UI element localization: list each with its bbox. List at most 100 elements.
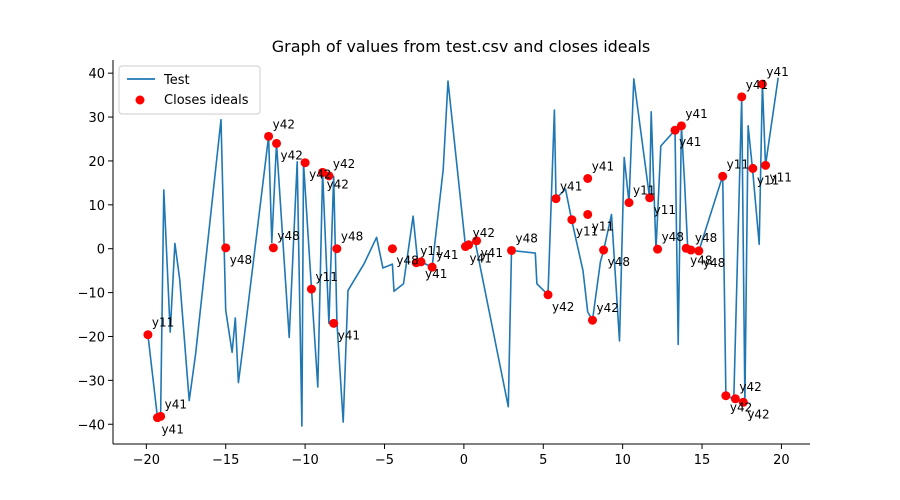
closes-ideal-point (264, 131, 274, 141)
closes-ideals-labels: y11y41y41y48y42y42y48y42y11y42y42y41y48y… (152, 65, 792, 437)
closes-ideal-label: y41 (161, 423, 183, 437)
closes-ideal-point (748, 163, 758, 173)
closes-ideal-point (156, 411, 166, 421)
closes-ideal-point (329, 318, 339, 328)
y-tick-label: 0 (97, 243, 105, 258)
closes-ideal-point (583, 173, 593, 183)
chart-title: Graph of values from test.csv and closes… (272, 37, 650, 56)
closes-ideal-label: y48 (695, 231, 717, 245)
closes-ideal-point (567, 215, 577, 225)
closes-ideal-point (718, 171, 728, 181)
closes-ideal-label: y11 (420, 244, 442, 258)
closes-ideal-point (737, 92, 747, 102)
y-tick-label: 10 (88, 199, 105, 214)
closes-ideal-point (416, 257, 426, 267)
closes-ideal-label: y48 (703, 256, 725, 270)
closes-ideal-label: y41 (560, 180, 582, 194)
closes-ideal-point (507, 245, 517, 255)
y-tick-label: 40 (88, 67, 105, 82)
closes-ideal-point (670, 125, 680, 135)
closes-ideal-label: y42 (747, 407, 769, 421)
closes-ideal-label: y48 (608, 255, 630, 269)
closes-ideal-label: y42 (327, 177, 349, 191)
closes-ideal-label: y42 (281, 148, 303, 162)
closes-ideal-point (676, 121, 686, 131)
closes-ideal-label: y48 (277, 229, 299, 243)
closes-ideal-point (583, 209, 593, 219)
y-ticks: −40 −30 −20 −10 0 10 20 30 40 (78, 67, 113, 433)
closes-ideal-label: y48 (396, 254, 418, 268)
closes-ideal-point (306, 284, 316, 294)
closes-ideal-label: y48 (230, 253, 252, 267)
closes-ideal-label: y48 (690, 253, 712, 267)
closes-ideal-point (427, 262, 437, 272)
closes-ideal-label: y48 (662, 230, 684, 244)
y-tick-label: −10 (78, 287, 105, 302)
closes-ideal-label: y41 (469, 252, 491, 266)
legend-box (118, 65, 261, 115)
closes-ideal-point (300, 158, 310, 168)
y-tick-label: −20 (78, 330, 105, 345)
y-tick-label: −30 (78, 374, 105, 389)
x-tick-label: 15 (694, 453, 711, 468)
closes-ideals-points (143, 79, 771, 423)
closes-ideal-label: y42 (596, 301, 618, 315)
closes-ideal-label: y41 (766, 65, 788, 79)
closes-ideal-label: y42 (730, 401, 752, 415)
y-tick-label: 20 (88, 155, 105, 170)
closes-ideal-point (730, 394, 740, 404)
closes-ideal-label: y48 (516, 231, 538, 245)
closes-ideal-label: y42 (309, 168, 331, 182)
closes-ideal-label: y11 (770, 170, 792, 184)
closes-ideal-label: y41 (746, 78, 768, 92)
closes-ideal-point (272, 138, 282, 148)
legend-label-test: Test (163, 73, 190, 88)
closes-ideal-label: y42 (273, 117, 295, 131)
closes-ideal-point (324, 171, 334, 181)
closes-ideal-label: y41 (592, 159, 614, 173)
closes-ideal-point (221, 243, 231, 253)
closes-ideal-label: y41 (338, 328, 360, 342)
x-tick-label: −15 (212, 453, 239, 468)
closes-ideal-label: y41 (165, 397, 187, 411)
closes-ideal-label: y42 (552, 300, 574, 314)
closes-ideal-point (143, 330, 153, 340)
closes-ideal-label: y48 (341, 230, 363, 244)
closes-ideal-point (387, 244, 397, 254)
x-tick-label: −20 (133, 453, 160, 468)
closes-ideal-label: y41 (436, 248, 458, 262)
closes-ideal-point (624, 198, 634, 208)
y-tick-label: −40 (78, 418, 105, 433)
closes-ideal-label: y41 (481, 246, 503, 260)
plot-area: −20 −15 −10 −5 0 5 10 15 20 −40 −30 −20 −10 0 10 20 30 4… (78, 60, 810, 468)
y-tick-label: 30 (88, 111, 105, 126)
closes-ideal-point (686, 245, 696, 255)
closes-ideal-label: y11 (592, 219, 614, 233)
closes-ideal-label: y11 (757, 173, 779, 187)
x-tick-label: 0 (460, 453, 468, 468)
closes-ideal-label: y42 (333, 157, 355, 171)
closes-ideal-point (472, 236, 482, 246)
closes-ideal-point (757, 79, 767, 89)
x-ticks: −20 −15 −10 −5 0 5 10 15 20 (133, 444, 790, 468)
closes-ideal-point (332, 244, 342, 254)
closes-ideal-label: y41 (679, 135, 701, 149)
closes-ideal-point (268, 243, 278, 253)
closes-ideal-label: y11 (152, 316, 174, 330)
closes-ideal-point (694, 246, 704, 256)
x-tick-label: 20 (773, 453, 790, 468)
closes-ideal-point (599, 245, 609, 255)
closes-ideal-point (587, 315, 597, 325)
legend-marker-swatch (135, 95, 145, 105)
closes-ideal-point (738, 397, 748, 407)
x-tick-label: −10 (291, 453, 318, 468)
closes-ideal-label: y11 (633, 184, 655, 198)
closes-ideal-point (721, 391, 731, 401)
closes-ideal-label: y42 (739, 380, 761, 394)
closes-ideal-label: y11 (315, 270, 337, 284)
legend-label-closes-ideals: Closes ideals (164, 93, 249, 108)
x-tick-label: 10 (614, 453, 631, 468)
closes-ideal-point (464, 240, 474, 250)
closes-ideal-point (653, 244, 663, 254)
